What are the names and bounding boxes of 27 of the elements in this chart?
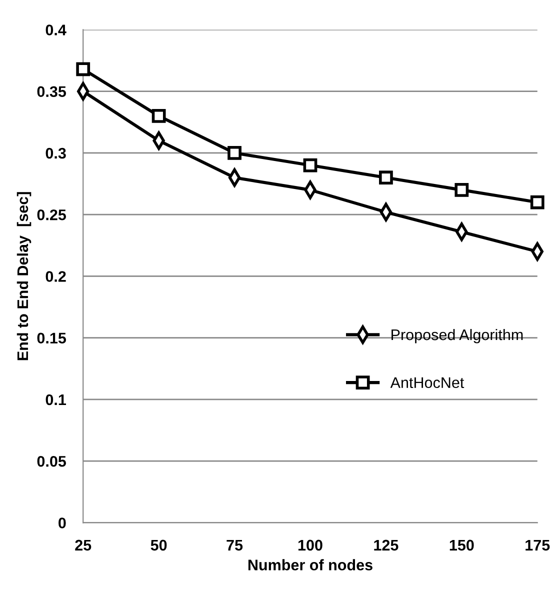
x-tick-label: 100 (298, 540, 322, 551)
point (76, 62, 90, 76)
point (530, 195, 544, 210)
point (228, 146, 242, 160)
y-axis-title: End to End Delay [sec] (16, 192, 32, 360)
x-tick-label: 150 (450, 540, 474, 551)
y-tick-label: 0.05 (37, 456, 66, 467)
x-tick-label: 25 (75, 540, 92, 551)
y-tick-label: 0 (58, 518, 66, 528)
x-tick-label: 175 (526, 540, 550, 551)
y-tick-label: 0.15 (37, 332, 66, 344)
x-tick-label: 75 (226, 540, 243, 551)
y-tick-label: 0.35 (37, 86, 66, 98)
y-tick-label: 0.2 (46, 271, 66, 282)
x-tick-label: 125 (374, 540, 398, 551)
x-tick-label: 50 (150, 540, 167, 551)
point (152, 109, 166, 123)
point (379, 170, 393, 185)
point (303, 158, 318, 172)
y-tick-label: 0.4 (46, 24, 66, 36)
y-tick-label: 0.3 (46, 148, 66, 159)
y-tick-label: 0.1 (46, 394, 66, 406)
legend-label: Proposed Algorithm (392, 328, 523, 344)
x-axis-title: Number of nodes (248, 559, 372, 570)
y-tick-label: 0.25 (37, 209, 66, 220)
point (454, 182, 469, 197)
legend-label: AntHocNet (390, 377, 464, 388)
